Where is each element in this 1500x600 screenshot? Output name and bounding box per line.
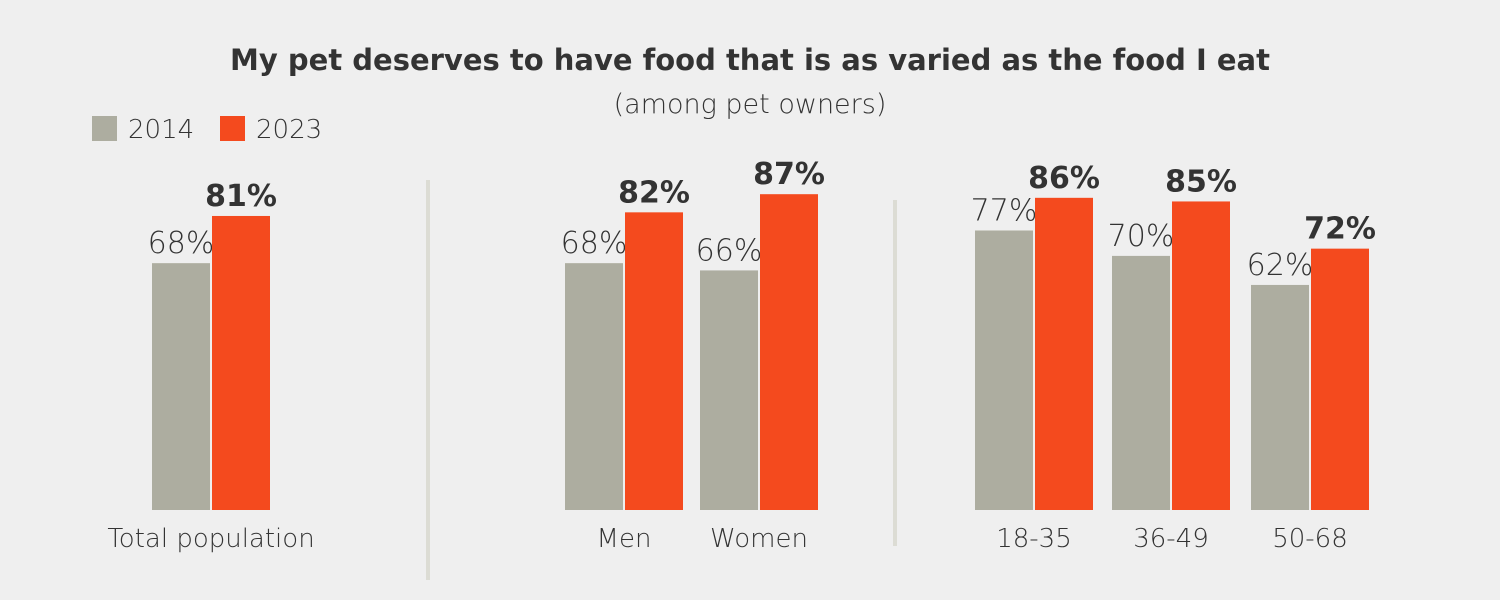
chart-subtitle: (among pet owners) [614, 89, 887, 120]
bar [565, 263, 623, 510]
x-tick-label: 50-68 [1272, 524, 1348, 554]
x-tick-label: Men [597, 524, 652, 554]
value-label: 81% [205, 179, 277, 214]
value-label: 82% [618, 175, 690, 210]
bar [152, 263, 210, 510]
bar [1172, 201, 1230, 510]
bar [975, 230, 1033, 511]
chart-title: My pet deserves to have food that is as … [230, 43, 1270, 77]
value-label: 77% [971, 193, 1038, 228]
x-tick-label: Total population [107, 524, 314, 554]
x-tick-label: 36-49 [1133, 524, 1209, 554]
bar [1311, 248, 1369, 510]
bar [625, 212, 683, 510]
bar [760, 194, 818, 510]
legend-label: 2023 [256, 115, 322, 145]
legend-swatch [92, 116, 117, 141]
bar [700, 270, 758, 510]
legend-label: 2014 [128, 115, 194, 145]
bar [212, 215, 270, 510]
value-label: 85% [1165, 164, 1237, 199]
x-tick-label: Women [710, 524, 808, 554]
value-label: 86% [1028, 161, 1100, 196]
x-tick-label: 18-35 [996, 524, 1072, 554]
value-label: 70% [1108, 219, 1175, 254]
value-label: 87% [753, 157, 825, 192]
value-label: 62% [1247, 248, 1314, 283]
bar [1112, 255, 1170, 510]
legend-swatch [220, 116, 245, 141]
bar [1035, 197, 1093, 510]
value-label: 68% [148, 226, 215, 261]
value-label: 66% [696, 233, 763, 268]
value-label: 72% [1304, 212, 1376, 247]
bar [1251, 284, 1309, 510]
value-label: 68% [561, 226, 628, 261]
